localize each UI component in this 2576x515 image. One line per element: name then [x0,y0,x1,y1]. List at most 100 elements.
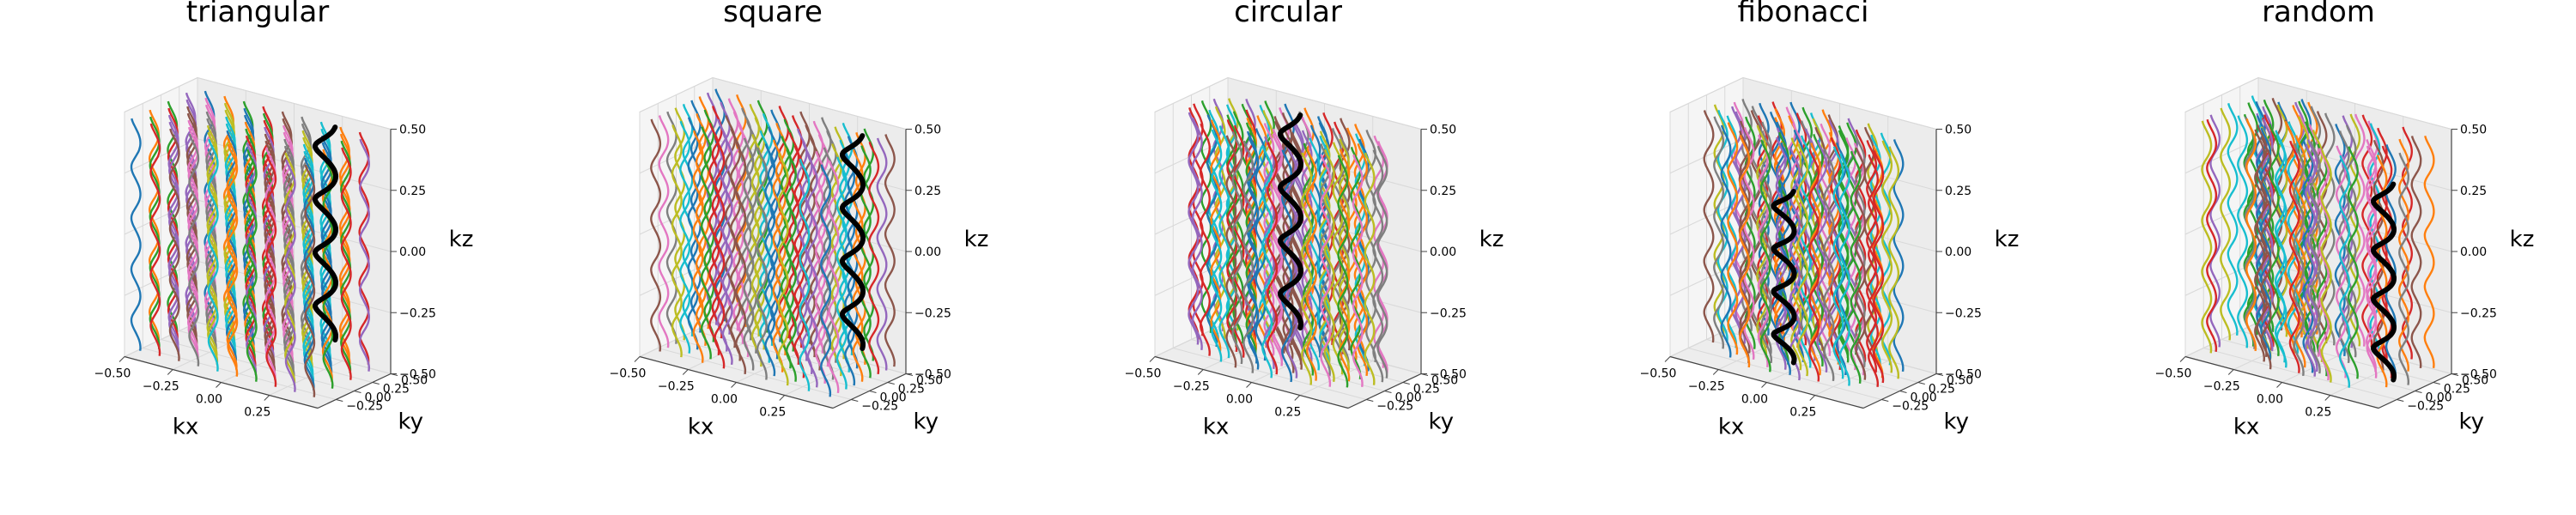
gridline [694,330,888,383]
gridline [1669,138,1744,174]
y-tick-mark [887,382,895,385]
y-tick-mark [1917,382,1925,385]
y-tick-mark [336,399,343,402]
trajectory-line [1739,135,1751,368]
trajectory-line [1759,139,1771,373]
z-tick-label: 0.25 [914,185,941,198]
trajectory-line [207,131,219,365]
highlight-trajectory [840,133,866,351]
trajectory-line [2293,142,2305,377]
panel-square: −0.50 −0.25 0.00 0.25 −0.25 0.00 0.25 0.50 −0.50… [515,0,1030,515]
trajectory-line [1789,148,1801,381]
trajectory-line [876,137,888,371]
y-tick-label: 0.25 [383,383,410,397]
y-axis-label: ky [398,409,424,435]
trajectory-line [1309,137,1321,371]
y-axis-label: ky [1429,409,1455,435]
trajectory-line [2220,107,2232,341]
trajectory-line [265,154,277,387]
trajectory-line [338,126,350,360]
trajectory-line [264,147,276,380]
z-tick-label: 0.50 [1430,124,1456,137]
trajectory-line [692,130,704,363]
x-tick-label: 0.25 [1789,406,1816,420]
trajectory-line [2206,118,2218,352]
y-tick-mark [1881,399,1889,402]
x-tick-label: 0.25 [759,406,786,420]
x-axis-label: kx [173,414,198,439]
trajectory-line [2298,116,2310,349]
y-tick-label: 0.50 [401,374,428,388]
y-tick-label: 0.25 [2444,383,2470,397]
z-axis-label: kz [449,227,474,252]
y-tick-mark [869,391,877,393]
trajectory-line [302,143,314,377]
x-tick-mark [1246,382,1252,388]
trajectory-line [1346,127,1358,360]
trajectory-line [1339,148,1351,382]
trajectory-line [1242,140,1255,373]
trajectory-line [167,107,179,341]
trajectory-line [340,147,352,380]
y-tick-label: 0.00 [880,391,907,405]
highlight-trajectory [1278,112,1303,330]
trajectory-line [1881,140,1893,373]
trajectory-line [1832,146,1844,379]
trajectory-line [1847,118,1859,351]
x-axis-label: kx [1718,414,1744,439]
trajectory-line [777,153,789,386]
z-axis-label: kz [964,227,989,252]
z-axis-label: kz [1995,227,2020,252]
highlight-trajectory [2371,181,2397,383]
y-tick-mark [354,391,361,393]
z-tick-label: −0.50 [1945,368,1982,382]
y-tick-label: 0.25 [1929,383,1955,397]
trajectory-line [1809,142,1821,376]
y-tick-mark [1384,391,1392,393]
trajectory-line [1827,114,1839,348]
x-tick-label: 0.00 [1741,393,1768,407]
trajectory-line [1214,106,1226,339]
z-tick-label: −0.25 [2460,306,2497,320]
panel-circular: −0.50 −0.25 0.00 0.25 −0.25 0.00 0.25 0.50 −0.50… [1030,0,1546,515]
y-tick-label: 0.25 [1413,383,1440,397]
y-tick-label: −0.25 [1892,400,1929,414]
trajectory-line [764,143,776,377]
trajectory-line [303,157,315,391]
gridline [784,360,858,396]
y-tick-label: 0.25 [898,383,925,397]
trajectory-line [2254,129,2266,362]
trajectory-line [828,160,840,394]
trajectory-line [2305,143,2317,377]
trajectory-line [2287,121,2300,354]
x-tick-label: 0.00 [1226,393,1253,407]
trajectory-line [167,114,179,348]
trajectory-line [1801,106,1814,340]
trajectory-line [188,133,200,367]
x-tick-label: −0.50 [1125,367,1162,381]
trajectory-line [1301,152,1313,385]
z-tick-label: 0.25 [2460,185,2487,198]
z-tick-label: 0.50 [399,124,426,137]
x-tick-label: 0.00 [711,393,738,407]
trajectory-line [1320,154,1332,387]
trajectory-line [2369,123,2381,356]
trajectory-line [1337,154,1349,388]
trajectory-line [1793,130,1805,363]
x-tick-label: −0.25 [658,380,695,394]
y-tick-mark [1366,399,1374,402]
trajectory-line [2345,124,2357,358]
x-tick-label: 0.00 [2257,393,2283,407]
highlight-trajectory [313,124,338,342]
x-tick-label: −0.25 [1688,380,1725,394]
trajectory-line [1231,131,1243,365]
z-axis-label: kz [2510,227,2535,252]
panel-triangular: −0.50 −0.25 0.00 0.25 −0.25 0.00 0.25 0.50 −0.50… [0,0,515,515]
trajectory-line [650,118,662,352]
trajectory-line [226,136,238,370]
trajectory-line [1816,139,1828,373]
trajectory-line [1318,122,1330,355]
trajectory-line [358,138,371,372]
gridline [2184,77,2259,112]
plot-area: −0.50−0.250.000.25 −0.250.000.250.50−0.50… [2155,76,2535,439]
